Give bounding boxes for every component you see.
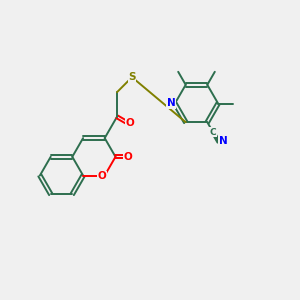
Text: O: O <box>98 171 107 181</box>
Text: O: O <box>124 152 133 162</box>
Text: O: O <box>126 118 135 128</box>
Text: C: C <box>210 128 216 136</box>
Text: N: N <box>167 98 176 109</box>
Text: N: N <box>219 136 228 146</box>
Text: S: S <box>128 72 136 82</box>
